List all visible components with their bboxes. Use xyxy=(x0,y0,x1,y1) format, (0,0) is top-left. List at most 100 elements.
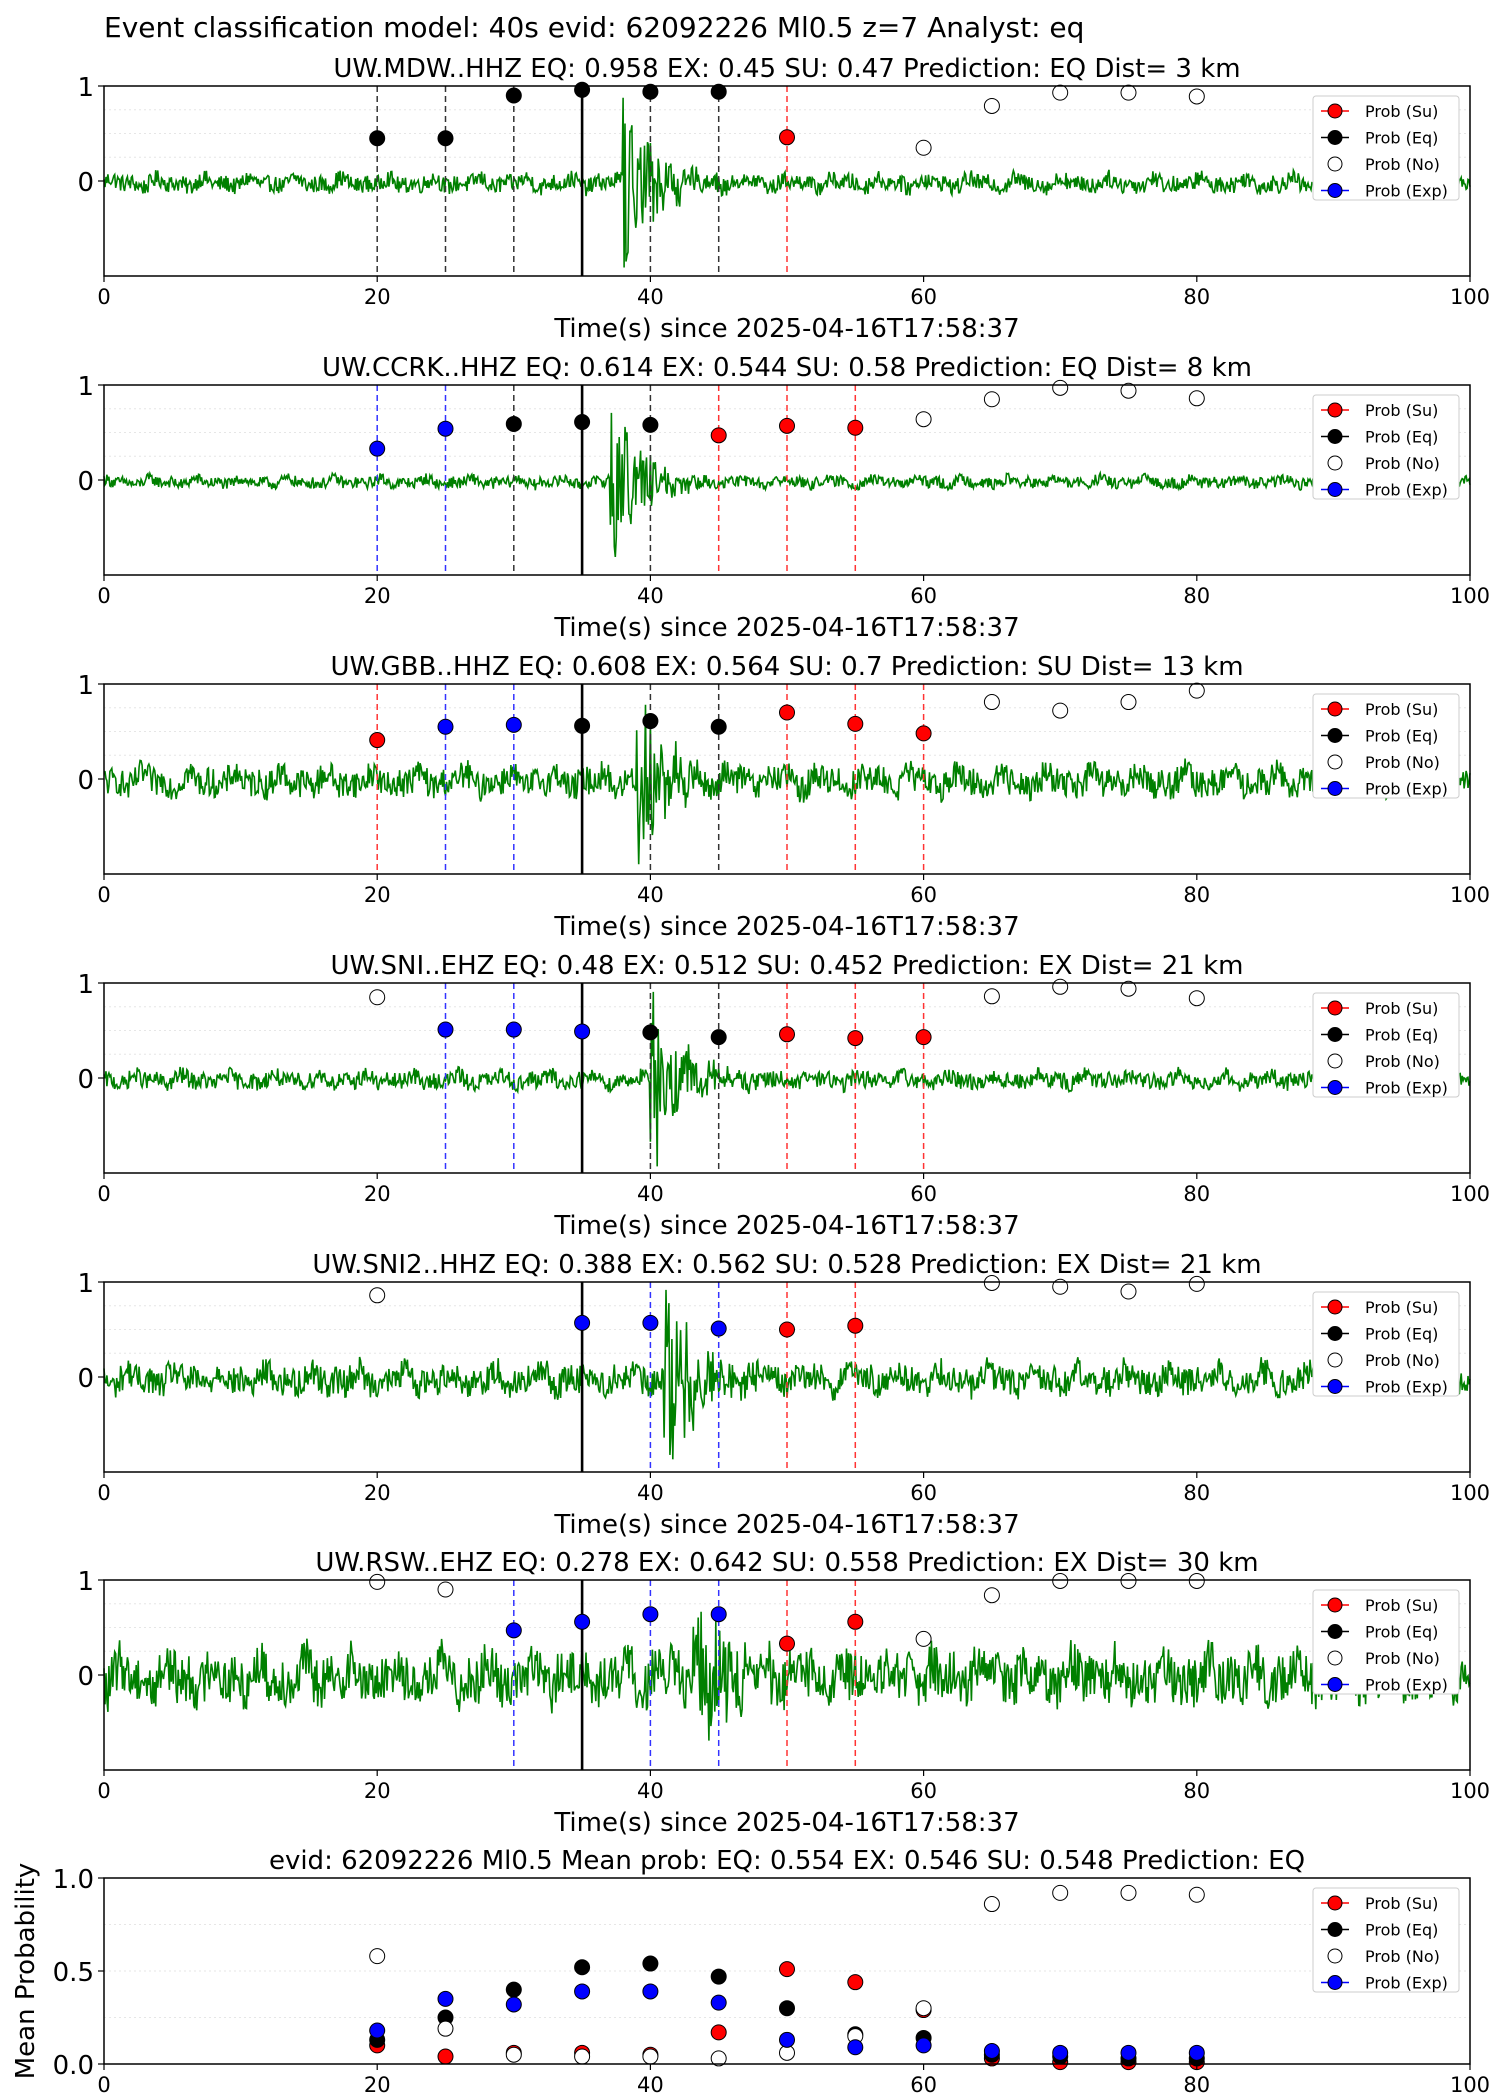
prob-marker-eq xyxy=(710,1029,727,1046)
legend-marker-exp xyxy=(1327,1677,1343,1692)
legend-label-exp: Prob (Exp) xyxy=(1365,1378,1448,1397)
x-tick-label: 40 xyxy=(637,584,664,608)
waveform-trace xyxy=(103,97,1471,268)
mean-marker-no xyxy=(574,2048,591,2065)
prob-marker-no xyxy=(1188,1275,1205,1292)
prob-marker-no xyxy=(983,988,1000,1005)
legend-label-no: Prob (No) xyxy=(1365,155,1440,174)
legend-label-eq: Prob (Eq) xyxy=(1365,727,1438,746)
y-tick-label: 0.5 xyxy=(53,1958,94,1988)
prob-marker-no xyxy=(915,139,932,156)
prob-marker-no xyxy=(1120,84,1137,101)
x-tick-label: 20 xyxy=(364,285,391,309)
x-axis-label: Time(s) since 2025-04-16T17:58:37 xyxy=(553,613,1019,643)
legend-marker-no xyxy=(1327,1053,1343,1069)
y-tick-label: 0 xyxy=(77,467,94,497)
legend-marker-exp xyxy=(1327,1379,1343,1394)
x-axis-label: Time(s) since 2025-04-16T17:58:37 xyxy=(553,1211,1019,1241)
y-tick-label: 1 xyxy=(77,1567,94,1597)
prob-marker-no xyxy=(1052,379,1069,396)
x-tick-label: 60 xyxy=(910,1182,937,1206)
mean-marker-exp xyxy=(437,1990,454,2007)
x-tick-label: 80 xyxy=(1183,1182,1210,1206)
prob-marker-eq xyxy=(437,130,454,147)
legend-label-no: Prob (No) xyxy=(1365,1947,1440,1966)
prob-marker-exp xyxy=(574,1023,591,1040)
legend-marker-no xyxy=(1327,1352,1343,1368)
legend-marker-exp xyxy=(1327,482,1343,497)
y-axis-label: Mean Probability xyxy=(11,1863,41,2080)
prob-marker-no xyxy=(1188,1572,1205,1589)
mean-marker-exp xyxy=(1120,2044,1137,2061)
prob-marker-eq xyxy=(369,130,386,147)
mean-probability-panel: evid: 62092226 Ml0.5 Mean prob: EQ: 0.55… xyxy=(11,1846,1490,2097)
legend-marker-exp xyxy=(1327,1080,1343,1095)
legend-marker-no xyxy=(1327,1948,1343,1964)
mean-marker-no xyxy=(1188,1886,1205,1903)
legend-label-exp: Prob (Exp) xyxy=(1365,1676,1448,1695)
legend-box xyxy=(1312,95,1460,201)
x-tick-label: 80 xyxy=(1183,2073,1210,2097)
x-tick-label: 20 xyxy=(364,584,391,608)
x-tick-label: 20 xyxy=(364,1779,391,1803)
mean-marker-exp xyxy=(574,1983,591,2000)
figure-suptitle: Event classification model: 40s evid: 62… xyxy=(104,11,1084,44)
legend-label-eq: Prob (Eq) xyxy=(1365,428,1438,447)
mean-marker-exp xyxy=(983,2042,1000,2059)
legend-marker-eq xyxy=(1327,1922,1343,1937)
legend-marker-no xyxy=(1327,455,1343,471)
legend-label-eq: Prob (Eq) xyxy=(1365,1325,1438,1344)
legend-label-eq: Prob (Eq) xyxy=(1365,1026,1438,1045)
prob-marker-no xyxy=(369,1573,386,1590)
x-tick-label: 0 xyxy=(97,2073,110,2097)
legend-box xyxy=(1312,1589,1460,1695)
x-tick-label: 40 xyxy=(637,1481,664,1505)
mean-marker-su xyxy=(710,2024,727,2041)
mean-marker-no xyxy=(642,2048,659,2065)
prob-marker-exp xyxy=(710,1606,727,1623)
prob-marker-exp xyxy=(369,440,386,457)
prob-marker-su xyxy=(847,419,864,436)
legend-marker-eq xyxy=(1327,1027,1343,1042)
prob-marker-eq xyxy=(710,718,727,735)
mean-marker-exp xyxy=(1052,2044,1069,2061)
prob-marker-no xyxy=(1120,1572,1137,1589)
prob-marker-no xyxy=(983,97,1000,114)
legend-label-eq: Prob (Eq) xyxy=(1365,1921,1438,1940)
mean-marker-exp xyxy=(505,1996,522,2013)
legend-marker-exp xyxy=(1327,183,1343,198)
mean-marker-exp xyxy=(642,1983,659,2000)
prob-marker-su xyxy=(779,1635,795,1652)
legend-marker-eq xyxy=(1327,130,1343,145)
prob-marker-su xyxy=(847,715,864,732)
x-tick-label: 0 xyxy=(97,883,110,907)
legend-label-no: Prob (No) xyxy=(1365,1351,1440,1370)
prob-marker-eq xyxy=(710,83,727,100)
prob-marker-no xyxy=(1052,84,1069,101)
x-tick-label: 40 xyxy=(637,1779,664,1803)
prob-marker-no xyxy=(983,1274,1000,1291)
y-tick-label: 1 xyxy=(77,1269,94,1299)
legend-marker-su xyxy=(1327,1000,1343,1016)
prob-marker-su xyxy=(779,1321,795,1338)
y-tick-label: 0 xyxy=(77,1662,94,1692)
mean-marker-no xyxy=(505,2046,522,2063)
x-tick-label: 20 xyxy=(364,1182,391,1206)
panel-title: UW.MDW..HHZ EQ: 0.958 EX: 0.45 SU: 0.47 … xyxy=(333,54,1240,84)
prob-marker-no xyxy=(1120,694,1137,711)
station-panel: UW.SNI2..HHZ EQ: 0.388 EX: 0.562 SU: 0.5… xyxy=(77,1250,1490,1540)
x-tick-label: 80 xyxy=(1183,285,1210,309)
mean-marker-eq xyxy=(505,1981,522,1998)
prob-marker-su xyxy=(779,417,795,434)
legend-label-exp: Prob (Exp) xyxy=(1365,1079,1448,1098)
legend-marker-su xyxy=(1327,402,1343,418)
x-tick-label: 60 xyxy=(910,1779,937,1803)
x-tick-label: 60 xyxy=(910,584,937,608)
legend-label-su: Prob (Su) xyxy=(1365,401,1438,420)
prob-marker-no xyxy=(1120,980,1137,997)
mean-marker-eq xyxy=(642,1955,659,1972)
prob-marker-eq xyxy=(574,717,591,734)
legend-label-no: Prob (No) xyxy=(1365,1649,1440,1668)
prob-marker-no xyxy=(983,391,1000,408)
prob-marker-no xyxy=(1052,1572,1069,1589)
